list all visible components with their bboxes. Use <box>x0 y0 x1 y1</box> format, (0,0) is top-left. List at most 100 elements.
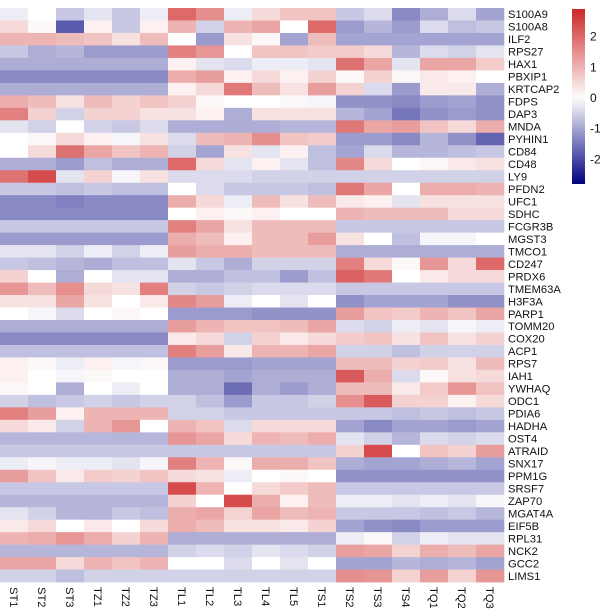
heatmap-cell <box>448 270 477 283</box>
heatmap-cell <box>112 419 141 433</box>
heatmap-cell <box>448 195 477 208</box>
heatmap-cell <box>308 507 337 520</box>
heatmap-cell <box>140 232 169 246</box>
heatmap-cell <box>392 407 421 421</box>
heatmap-cell <box>56 407 85 421</box>
heatmap-cell <box>84 507 113 520</box>
heatmap-cell <box>336 257 365 271</box>
heatmap-cell <box>224 57 253 71</box>
heatmap-cell <box>448 320 477 333</box>
heatmap-cell <box>56 569 85 583</box>
heatmap-cell <box>168 382 197 396</box>
heatmap-cell <box>420 407 449 421</box>
heatmap-cell <box>112 195 141 208</box>
heatmap-cell <box>0 344 29 358</box>
heatmap-cell <box>448 57 477 71</box>
heatmap-cell <box>140 182 169 196</box>
row-labels: S100A9S100A8ILF2RPS27HAX1PBXIP1KRTCAP2FD… <box>508 9 561 583</box>
heatmap-cell <box>0 419 29 433</box>
heatmap-cell <box>308 257 337 271</box>
heatmap-cell <box>140 220 169 233</box>
heatmap-cell <box>336 469 365 483</box>
heatmap-cell <box>280 407 309 421</box>
heatmap-cell <box>28 544 57 558</box>
heatmap-cell <box>28 120 57 134</box>
heatmap-cell <box>196 20 225 34</box>
column-label: TL2 <box>203 587 215 606</box>
heatmap-cell <box>308 107 337 121</box>
heatmap-cell <box>196 569 225 583</box>
heatmap-cell <box>140 8 169 21</box>
heatmap-cell <box>392 57 421 71</box>
heatmap-cell <box>308 469 337 483</box>
heatmap-cell <box>364 457 393 471</box>
heatmap-cell <box>252 95 281 109</box>
heatmap-cell <box>224 382 253 396</box>
heatmap-cell <box>392 532 421 545</box>
heatmap-cell <box>476 532 505 545</box>
heatmap-cell <box>448 482 477 496</box>
heatmap-cell <box>0 195 29 208</box>
heatmap-cell <box>168 407 197 421</box>
heatmap-cell <box>168 157 197 171</box>
heatmap-cell <box>224 132 253 146</box>
heatmap-cell <box>364 419 393 433</box>
heatmap-cell <box>420 245 449 258</box>
heatmap-cell <box>84 182 113 196</box>
heatmap-cell <box>364 20 393 34</box>
heatmap-cell <box>168 270 197 283</box>
heatmap-cell <box>392 482 421 496</box>
heatmap-cell <box>448 394 477 408</box>
heatmap-cell <box>476 245 505 258</box>
heatmap-cell <box>280 307 309 321</box>
heatmap-cell <box>140 419 169 433</box>
heatmap-cell <box>336 120 365 134</box>
heatmap-cell <box>448 532 477 545</box>
heatmap-cell <box>168 494 197 508</box>
heatmap-cell <box>280 245 309 258</box>
heatmap-cell <box>392 132 421 146</box>
heatmap-cell <box>112 20 141 34</box>
heatmap-cell <box>0 369 29 383</box>
heatmap-cell <box>280 295 309 308</box>
heatmap-cell <box>252 482 281 496</box>
heatmap-cell <box>336 32 365 46</box>
heatmap-cell <box>140 207 169 221</box>
heatmap-cell <box>280 170 309 184</box>
heatmap-cell <box>336 307 365 321</box>
heatmap-cell <box>140 320 169 333</box>
heatmap-cell <box>364 432 393 446</box>
row-label: RPS27 <box>508 47 543 59</box>
heatmap-cell <box>28 382 57 396</box>
heatmap-cell <box>196 145 225 159</box>
heatmap-cell <box>392 369 421 383</box>
heatmap-cell <box>84 220 113 233</box>
heatmap-cell <box>56 507 85 520</box>
heatmap-cell <box>252 507 281 520</box>
heatmap-cell <box>196 382 225 396</box>
heatmap-cell <box>168 569 197 583</box>
row-label: RPS7 <box>508 359 537 371</box>
heatmap-cell <box>364 482 393 496</box>
heatmap-cell <box>84 70 113 84</box>
heatmap-cell <box>84 170 113 184</box>
heatmap-cell <box>308 70 337 84</box>
heatmap-cell <box>448 357 477 371</box>
heatmap-cell <box>280 232 309 246</box>
heatmap-cell <box>308 32 337 46</box>
row-label: LY9 <box>508 171 527 183</box>
heatmap-cell <box>224 532 253 545</box>
heatmap-cell <box>252 270 281 283</box>
heatmap-cell <box>252 257 281 271</box>
heatmap-cell <box>336 170 365 184</box>
heatmap-cell <box>252 532 281 545</box>
heatmap-cell <box>56 220 85 233</box>
heatmap-cell <box>308 382 337 396</box>
heatmap-cell <box>476 270 505 283</box>
heatmap-cell <box>196 394 225 408</box>
heatmap-cell <box>196 369 225 383</box>
heatmap-cell <box>308 519 337 533</box>
heatmap-cell <box>84 369 113 383</box>
heatmap-cell <box>364 257 393 271</box>
heatmap-cell <box>308 307 337 321</box>
